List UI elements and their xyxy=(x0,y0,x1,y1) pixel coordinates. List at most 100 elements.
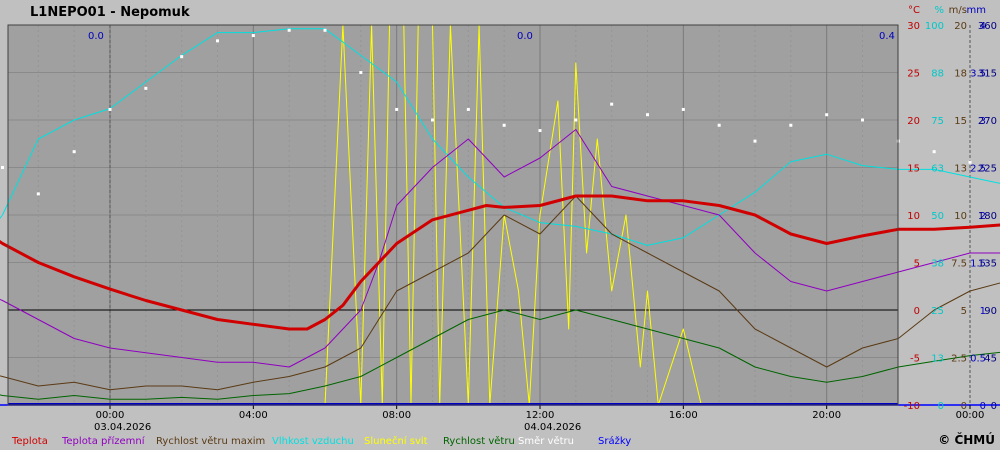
wind-direction-point xyxy=(825,113,829,117)
legend: Teplota Teplota přízemní Rychlost větru ma… xyxy=(11,435,631,447)
wind-direction-point xyxy=(431,118,434,122)
axis-tick-label: 225 xyxy=(978,164,997,175)
wind-direction-point xyxy=(1,166,4,169)
axis-tick-label: 63 xyxy=(931,164,944,175)
plot-border xyxy=(7,24,899,406)
axis-tick-label: 88 xyxy=(931,69,944,80)
wind-direction-point xyxy=(789,123,793,127)
axis-tick-label: 10 xyxy=(907,211,920,222)
axis-tick-label: -5 xyxy=(910,354,920,365)
wind-direction-point xyxy=(144,86,148,90)
axis-tick-label: 30 xyxy=(907,21,920,32)
wind-direction-point xyxy=(36,192,40,196)
x-tick-label: 20:00 xyxy=(812,410,841,421)
axis-tick-label: 50 xyxy=(931,211,944,222)
wind-direction-point xyxy=(359,71,363,74)
wind-direction-point xyxy=(108,107,112,111)
wind-direction-point xyxy=(466,107,470,111)
x-tick-label: 12:00 xyxy=(526,410,555,421)
legend-item: Rychlost větru maxim xyxy=(156,435,265,447)
wind-speed-line xyxy=(0,309,1000,400)
axis-tick-label: 180 xyxy=(978,211,997,222)
wind-direction-point xyxy=(538,129,542,133)
wind-direction-point xyxy=(395,107,399,111)
axis-tick-label: 0 xyxy=(914,306,920,317)
axis-tick-label: 25 xyxy=(931,306,944,317)
date-label-2: 04.04.2026 xyxy=(524,422,581,433)
axis-tick-label: 270 xyxy=(978,116,997,127)
axis-unit: % xyxy=(934,5,944,16)
legend-item: Teplota přízemní xyxy=(61,435,146,447)
x-tick-label: 16:00 xyxy=(669,410,698,421)
wind-direction-point xyxy=(753,139,757,143)
axis-tick-label: 0.5 xyxy=(970,354,986,365)
axis-tick-label: 20 xyxy=(907,116,920,127)
axis-tick-label: 7.5 xyxy=(951,259,967,270)
axis-tick-label: 100 xyxy=(925,21,944,32)
date-label-1: 03.04.2026 xyxy=(94,422,151,433)
legend-item: Rychlost větru xyxy=(443,435,515,447)
wind-direction-point xyxy=(574,118,578,122)
axis-tick-label: 5 xyxy=(914,259,920,270)
humidity-line xyxy=(0,28,1000,246)
grid xyxy=(8,24,971,406)
copyright: © ČHMÚ xyxy=(938,432,995,447)
axis-tick-label: 2.5 xyxy=(970,164,986,175)
axis-tick-label: 0 xyxy=(961,401,967,412)
wind-direction-point xyxy=(72,150,76,154)
axis-tick-label: 10 xyxy=(954,211,967,222)
x-tick-label: 08:00 xyxy=(382,410,411,421)
wind-direction-point xyxy=(251,34,255,38)
axis-unit: m/s xyxy=(949,5,967,16)
axis-tick-label: 1 xyxy=(980,306,986,317)
wind-direction-point xyxy=(681,107,685,111)
wind-direction-point xyxy=(216,39,219,43)
wind-direction-point xyxy=(968,160,972,164)
x-tick-label: 00:00 xyxy=(956,410,985,421)
axis-tick-label: 15 xyxy=(954,116,967,127)
axis-tick-label: 25 xyxy=(907,69,920,80)
wind-direction-point xyxy=(180,55,184,59)
axis-tick-label: 4 xyxy=(980,21,986,32)
x-tick-label: 00:00 xyxy=(96,410,125,421)
wind-max-line xyxy=(0,195,1000,391)
temperature-line xyxy=(0,194,1000,331)
wind-direction-point xyxy=(646,113,649,117)
axis-tick-label: 2 xyxy=(980,211,986,222)
axis-tick-label: 45 xyxy=(984,354,997,365)
axis-tick-label: 135 xyxy=(978,259,997,270)
precip-total-3: 0.4 xyxy=(879,31,895,42)
precip-total-1: 0.0 xyxy=(88,31,104,42)
axis-tick-label: 5 xyxy=(961,306,967,317)
axis-tick-label: 1.5 xyxy=(970,259,986,270)
axis-tick-label: 18 xyxy=(954,69,967,80)
axis-tick-label: 20 xyxy=(954,21,967,32)
axis-unit: °C xyxy=(908,5,920,16)
axis-tick-label: 75 xyxy=(931,116,944,127)
axis-tick-label: 90 xyxy=(984,306,997,317)
axis-tick-label: 38 xyxy=(931,259,944,270)
legend-item: Vlhkost vzduchu xyxy=(272,436,354,447)
legend-item: Srážky xyxy=(598,435,631,447)
axis-tick-label: 3 xyxy=(980,116,986,127)
x-tick-label: 04:00 xyxy=(239,410,268,421)
wind-direction-point xyxy=(932,150,936,154)
precip-total-2: 0.0 xyxy=(517,31,533,42)
wind-direction-point xyxy=(717,123,721,127)
axis-tick-label: -10 xyxy=(904,401,920,412)
axis-tick-label: 360 xyxy=(978,21,997,32)
wind-direction-point xyxy=(610,102,614,106)
wind-direction-point xyxy=(861,118,864,122)
axis-tick-label: 0 xyxy=(991,401,997,412)
wind-direction-point xyxy=(323,28,327,32)
axis-tick-label: 0 xyxy=(980,401,986,412)
axis-tick-label: 2.5 xyxy=(951,354,967,365)
axis-tick-label: 15 xyxy=(907,164,920,175)
series-layer xyxy=(0,24,1000,406)
axis-tick-label: 13 xyxy=(931,354,944,365)
axis-tick-label: 315 xyxy=(978,69,997,80)
wind-direction-point xyxy=(287,28,291,32)
chart-title: L1NEPO01 - Nepomuk xyxy=(30,5,190,20)
wind-direction-point xyxy=(502,123,506,127)
